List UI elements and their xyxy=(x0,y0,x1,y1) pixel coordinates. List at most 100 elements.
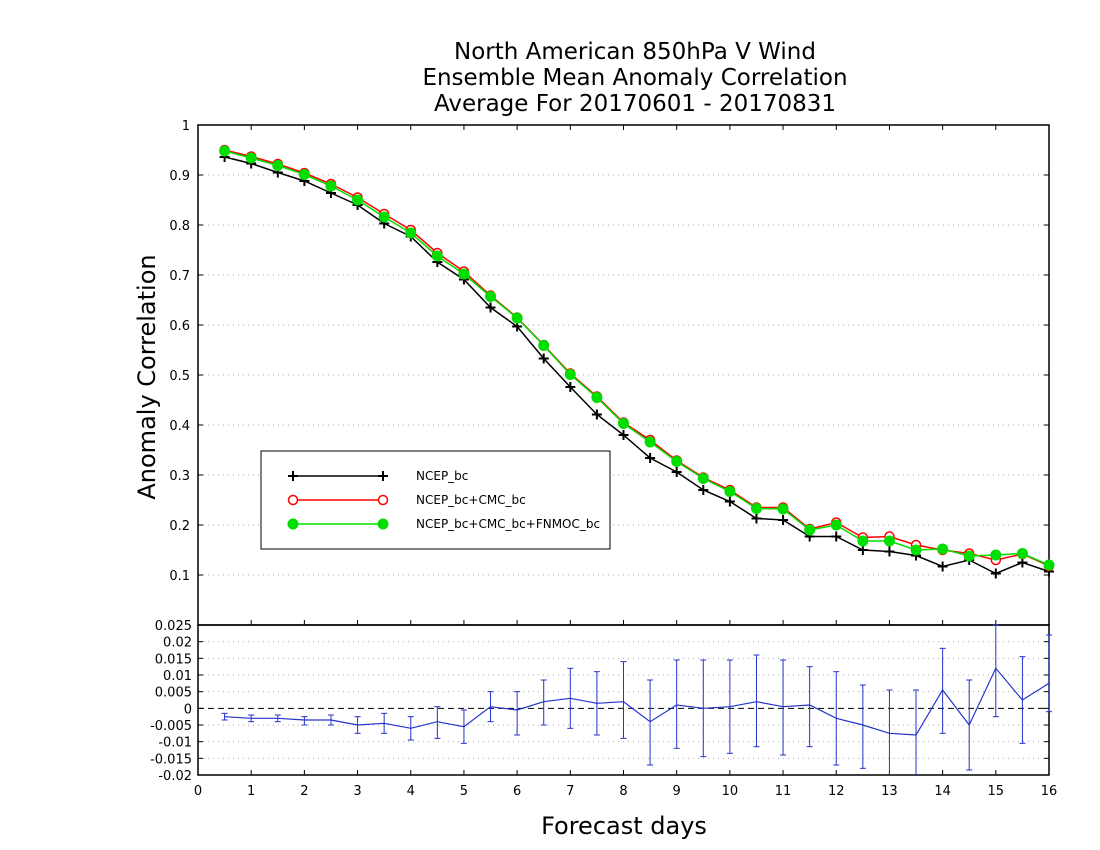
legend-marker-1 xyxy=(378,471,388,481)
data-point-series-3 xyxy=(245,152,257,164)
x-axis-title: Forecast days xyxy=(541,812,707,840)
data-point-series-3 xyxy=(538,340,550,351)
x-tick-label: 3 xyxy=(353,784,361,799)
title-line-3: Average For 20170601 - 20170831 xyxy=(434,91,836,117)
y-tick-label-diff: -0.01 xyxy=(158,736,192,751)
y-tick-label-diff: 0.005 xyxy=(155,686,192,701)
y-tick-label: 0.9 xyxy=(169,169,190,184)
x-tick-label: 11 xyxy=(775,784,792,799)
tick-labels: 0.10.20.30.40.50.60.70.80.91-0.02-0.015-… xyxy=(150,119,1057,799)
difference-panel xyxy=(221,624,1052,775)
data-point-series-1 xyxy=(538,353,549,364)
legend-marker-2 xyxy=(287,494,299,506)
data-point-series-1 xyxy=(857,545,868,555)
data-point-series-1 xyxy=(724,496,735,507)
data-point-series-1 xyxy=(884,546,895,557)
data-point-series-3 xyxy=(777,503,789,515)
x-tick-label: 6 xyxy=(513,784,521,799)
y-tick-label: 0.1 xyxy=(169,569,190,584)
x-tick-label: 9 xyxy=(673,784,681,799)
y-tick-label: 0.6 xyxy=(169,319,190,334)
x-tick-label: 7 xyxy=(566,784,574,799)
legend: NCEP_bc NCEP_bc+CMC_bc NCEP_bc+CMC_bc+FNMO… xyxy=(260,450,611,550)
series-lines xyxy=(219,144,1055,579)
data-point-series-3 xyxy=(564,369,576,380)
data-point-series-1 xyxy=(645,453,656,463)
y-tick-label-diff: -0.02 xyxy=(158,769,192,784)
y-tick-label-diff: 0.01 xyxy=(163,669,192,684)
data-point-series-3 xyxy=(618,418,629,429)
x-tick-label: 12 xyxy=(828,784,845,799)
y-tick-label: 1 xyxy=(182,119,190,134)
legend-marker-3 xyxy=(287,518,299,530)
data-point-series-3 xyxy=(405,227,417,239)
y-axis-title: Anomaly Correlation xyxy=(133,254,161,499)
data-point-series-3 xyxy=(910,544,922,556)
data-point-series-3 xyxy=(644,436,656,448)
x-tick-label: 4 xyxy=(407,784,415,799)
data-point-series-3 xyxy=(591,392,603,403)
y-tick-label: 0.3 xyxy=(169,469,190,484)
data-point-series-3 xyxy=(298,169,310,180)
legend-label-1: NCEP_bc xyxy=(416,469,468,483)
data-point-series-3 xyxy=(697,473,709,484)
data-point-series-3 xyxy=(352,194,364,206)
data-point-series-1 xyxy=(990,568,1001,579)
x-tick-label: 8 xyxy=(619,784,627,799)
legend-label-2: NCEP_bc+CMC_bc xyxy=(416,493,526,507)
x-tick-label: 2 xyxy=(300,784,308,799)
data-point-series-3 xyxy=(325,180,337,192)
data-point-series-3 xyxy=(937,543,949,555)
y-tick-label-diff: 0.02 xyxy=(163,636,192,651)
data-point-series-3 xyxy=(990,549,1002,561)
y-tick-label: 0.7 xyxy=(169,269,190,284)
data-point-series-3 xyxy=(750,503,762,514)
data-point-series-3 xyxy=(724,486,736,497)
data-point-series-1 xyxy=(565,382,576,392)
data-point-series-3 xyxy=(804,524,816,536)
legend-marker-1 xyxy=(288,471,298,481)
x-tick-label: 1 xyxy=(247,784,255,799)
data-point-series-1 xyxy=(937,561,948,572)
legend-marker-2 xyxy=(377,494,389,506)
data-point-series-3 xyxy=(511,312,523,324)
data-point-series-3 xyxy=(1043,559,1055,571)
data-point-series-1 xyxy=(485,302,496,313)
data-point-series-3 xyxy=(1016,548,1028,559)
y-tick-label-diff: -0.005 xyxy=(150,719,192,734)
data-point-series-3 xyxy=(378,211,390,223)
x-tick-label: 0 xyxy=(194,784,202,799)
data-point-series-3 xyxy=(883,535,895,547)
legend-marker-3 xyxy=(377,518,389,530)
data-point-series-1 xyxy=(618,430,629,440)
data-point-series-3 xyxy=(671,456,683,467)
y-tick-label-diff: -0.015 xyxy=(150,752,192,767)
x-tick-label: 5 xyxy=(460,784,468,799)
y-tick-label-diff: 0.015 xyxy=(155,652,192,667)
legend-label-3: NCEP_bc+CMC_bc+FNMOC_bc xyxy=(416,517,600,531)
data-point-series-1 xyxy=(778,515,789,525)
difference-line xyxy=(224,667,1050,736)
data-point-series-1 xyxy=(698,485,709,495)
data-point-series-1 xyxy=(591,409,602,420)
data-point-series-1 xyxy=(831,531,842,542)
x-tick-label: 16 xyxy=(1041,784,1058,799)
data-point-series-3 xyxy=(219,145,231,157)
data-point-series-3 xyxy=(963,550,975,562)
y-tick-label-diff: 0 xyxy=(184,702,192,717)
data-point-series-3 xyxy=(857,535,869,547)
x-tick-label: 10 xyxy=(722,784,739,799)
x-tick-label: 14 xyxy=(934,784,951,799)
y-tick-label: 0.4 xyxy=(169,419,190,434)
x-tick-label: 15 xyxy=(988,784,1005,799)
data-point-series-3 xyxy=(272,160,284,171)
data-point-series-1 xyxy=(671,467,682,477)
data-point-series-3 xyxy=(830,519,842,531)
y-tick-label: 0.2 xyxy=(169,519,190,534)
title-line-2: Ensemble Mean Anomaly Correlation xyxy=(422,65,847,91)
data-point-series-3 xyxy=(458,268,470,280)
data-point-series-1 xyxy=(751,513,762,524)
data-point-series-3 xyxy=(431,250,443,262)
